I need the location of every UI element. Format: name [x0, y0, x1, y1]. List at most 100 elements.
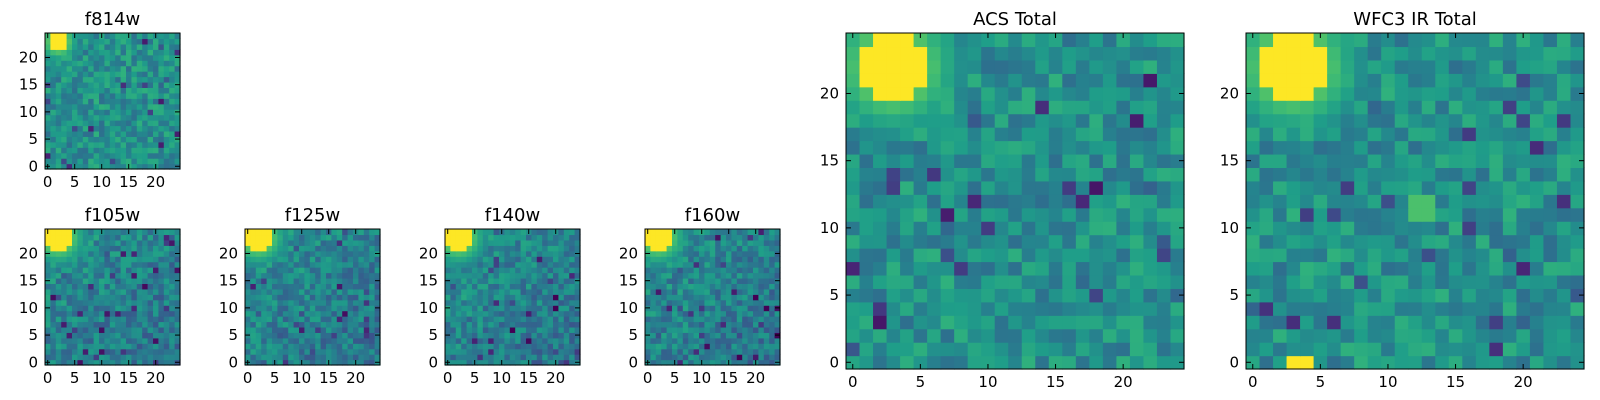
- heatmap-cell: [50, 103, 57, 110]
- heatmap-cell: [88, 92, 95, 99]
- heatmap-cell: [445, 272, 451, 279]
- heatmap-cell: [169, 256, 176, 263]
- heatmap-cell: [1170, 167, 1185, 182]
- heatmap-cell: [574, 288, 581, 295]
- heatmap-cell: [736, 288, 743, 295]
- heatmap-cell: [450, 229, 457, 236]
- heatmap-cell: [873, 113, 888, 128]
- heatmap-cell: [940, 355, 955, 370]
- heatmap-cell: [1448, 113, 1463, 128]
- heatmap-cell: [726, 277, 732, 284]
- heatmap-cell: [1381, 167, 1396, 182]
- heatmap-cell: [250, 299, 257, 306]
- heatmap-cell: [967, 33, 982, 48]
- heatmap-cell: [158, 76, 165, 83]
- heatmap-cell: [1170, 194, 1185, 209]
- heatmap-cell: [1259, 301, 1274, 316]
- heatmap-cell: [499, 321, 505, 328]
- heatmap-cell: [1448, 194, 1463, 209]
- heatmap-cell: [1394, 33, 1409, 48]
- heatmap-cell: [1340, 328, 1355, 343]
- heatmap-cell: [142, 136, 149, 143]
- heatmap-cell: [940, 59, 955, 74]
- heatmap-cell: [1340, 288, 1355, 303]
- heatmap-cell: [477, 326, 484, 333]
- heatmap-cell: [136, 261, 143, 268]
- heatmap-cell: [126, 332, 132, 339]
- heatmap-cell: [66, 152, 73, 159]
- heatmap-cell: [120, 103, 127, 110]
- heatmap-cell: [374, 326, 381, 333]
- heatmap-cell: [688, 354, 695, 361]
- heatmap-cell: [61, 109, 68, 116]
- heatmap-cell: [61, 239, 68, 246]
- heatmap-cell: [477, 245, 484, 252]
- heatmap-cell: [93, 305, 100, 312]
- heatmap-cell: [1475, 194, 1490, 209]
- heatmap-cell: [699, 245, 705, 252]
- heatmap-cell: [72, 272, 78, 279]
- heatmap-cell: [55, 245, 62, 252]
- heatmap-cell: [169, 229, 176, 236]
- heatmap-cell: [693, 299, 700, 306]
- heatmap-cell: [1300, 234, 1315, 249]
- heatmap-cell: [1021, 59, 1036, 74]
- heatmap-cell: [369, 310, 376, 317]
- heatmap-cell: [93, 250, 100, 257]
- heatmap-cell: [272, 272, 278, 279]
- heatmap-cell: [1008, 46, 1023, 61]
- heatmap-cell: [347, 277, 354, 284]
- heatmap-cell: [1075, 140, 1090, 155]
- heatmap-cell: [169, 326, 176, 333]
- y-tick-label: 20: [419, 244, 438, 262]
- heatmap-cell: [1543, 355, 1558, 370]
- heatmap-cell: [1435, 274, 1450, 289]
- heatmap-cell: [1489, 355, 1504, 370]
- heatmap-cell: [1259, 194, 1274, 209]
- heatmap-cell: [493, 337, 500, 344]
- heatmap-cell: [661, 234, 668, 241]
- heatmap-cell: [77, 163, 84, 170]
- heatmap-cell: [542, 288, 549, 295]
- heatmap-cell: [661, 359, 668, 366]
- heatmap-cell: [163, 288, 170, 295]
- heatmap-cell: [1462, 221, 1477, 236]
- heatmap-cell: [927, 194, 942, 209]
- heatmap-cell: [1021, 167, 1036, 182]
- heatmap-cell: [1381, 73, 1396, 88]
- heatmap-cell: [66, 283, 73, 290]
- heatmap-cell: [900, 180, 915, 195]
- heatmap-cell: [277, 294, 284, 301]
- heatmap-cell: [967, 248, 982, 263]
- heatmap-cell: [347, 359, 354, 366]
- heatmap-cell: [450, 326, 457, 333]
- heatmap-cell: [677, 332, 684, 339]
- heatmap-cell: [109, 294, 116, 301]
- heatmap-cell: [682, 316, 689, 323]
- heatmap-cell: [309, 261, 316, 268]
- heatmap-cell: [1300, 153, 1315, 168]
- heatmap-cell: [709, 245, 716, 252]
- heatmap-cell: [531, 245, 538, 252]
- heatmap-cell: [699, 332, 705, 339]
- heatmap-cell: [488, 239, 495, 246]
- heatmap-cell: [558, 326, 565, 333]
- heatmap-cell: [72, 326, 78, 333]
- heatmap-cell: [1116, 328, 1131, 343]
- heatmap-cell: [353, 277, 359, 284]
- heatmap-cell: [994, 127, 1009, 142]
- heatmap-cell: [774, 245, 781, 252]
- heatmap-cell: [1102, 288, 1117, 303]
- heatmap-cell: [499, 326, 505, 333]
- heatmap-cell: [1543, 274, 1558, 289]
- heatmap-cell: [699, 326, 705, 333]
- heatmap-cell: [1448, 207, 1463, 222]
- heatmap-cell: [66, 33, 73, 40]
- heatmap-cell: [688, 310, 695, 317]
- heatmap-cell: [158, 163, 165, 170]
- heatmap-cell: [1516, 167, 1531, 182]
- heatmap-cell: [482, 310, 489, 317]
- heatmap-cell: [1489, 248, 1504, 263]
- heatmap-cell: [967, 100, 982, 115]
